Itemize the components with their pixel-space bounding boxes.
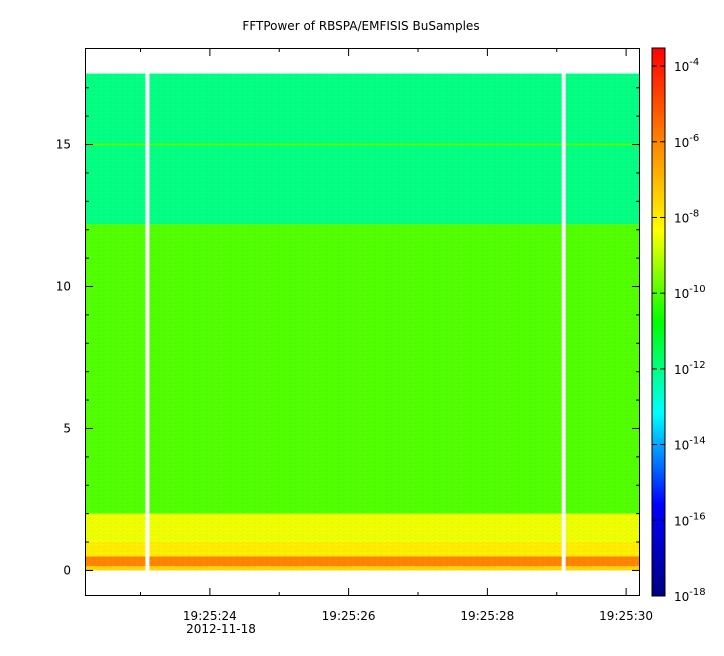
colorbar-tick-label-5: 10-14 [674,436,706,453]
colorbar-tick-label-2: 10-8 [674,208,699,225]
x-tick-label-0: 19:25:24 [183,609,237,623]
colorbar-tick-label-1: 10-6 [674,133,699,150]
y-tick-label-0: 0 [63,563,71,577]
x-tick-label-2: 19:25:28 [460,609,514,623]
data-gap-0 [145,73,150,571]
colorbar-ticks: 10-4 10-6 10-8 10-10 10-12 10-14 10-16 10-18 [652,57,706,604]
chart-title: FFTPower of RBSPA/EMFISIS BuSamples [242,19,479,33]
x-date-label: 2012-11-18 [186,622,256,636]
colorbar-strip [651,47,666,597]
spectrogram-noise-texture [85,73,640,571]
x-tick-label-3: 19:25:30 [599,609,653,623]
data-gap-1 [561,73,566,571]
colorbar-tick-label-4: 10-12 [674,360,706,377]
colorbar-tick-label-6: 10-16 [674,511,706,528]
x-axis: 2012-11-18 19:25:24 19:25:26 19:25:28 19:25… [140,48,653,636]
data-gaps [145,73,566,571]
colorbar-tick-label-0: 10-4 [674,57,699,74]
y-tick-label-3: 15 [56,138,71,152]
x-tick-label-1: 19:25:26 [322,609,376,623]
colorbar: 10-4 10-6 10-8 10-10 10-12 10-14 10-16 10-18 [651,47,706,604]
y-tick-label-1: 5 [63,421,71,435]
plot-area [85,48,640,596]
plot-frame [85,48,640,596]
colorbar-tick-label-7: 10-18 [674,587,706,604]
y-axis: 0 5 10 15 [56,87,640,577]
colorbar-tick-label-3: 10-10 [674,284,706,301]
y-tick-label-2: 10 [56,280,71,294]
